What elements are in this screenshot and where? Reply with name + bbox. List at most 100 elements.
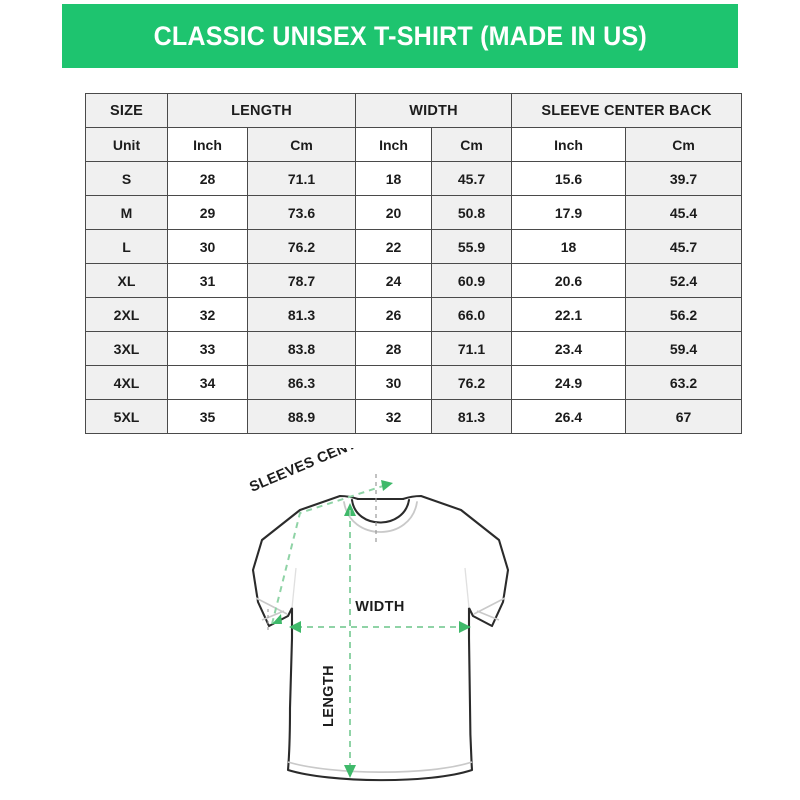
cell-size: 4XL: [85, 365, 168, 400]
left-shoulder-seam: [291, 567, 297, 609]
cell-width-cm: 66.0: [430, 297, 513, 332]
left-sleeve-hem-2: [255, 597, 288, 615]
right-sleeve-hem: [476, 610, 500, 621]
cell-size: S: [85, 161, 168, 196]
length-measure: LENGTH: [321, 510, 356, 778]
header-length: LENGTH: [167, 93, 356, 128]
size-table-body: S 28 71.1 18 45.7 15.6 39.7 M 29 73.6 20 50.8 17.9 45…: [85, 161, 743, 434]
cell-length-cm: 73.6: [247, 195, 356, 230]
left-sleeve-hem: [261, 610, 285, 621]
cell-width-cm: 71.1: [430, 331, 513, 366]
cell-width-inch: 26: [355, 297, 432, 332]
cell-sleeve-cm: 52.4: [625, 263, 743, 298]
cell-length-inch: 30: [167, 229, 248, 264]
cell-sleeve-inch: 18: [511, 229, 627, 264]
table-row: M 29 73.6 20 50.8 17.9 45.4: [85, 195, 743, 230]
page-title: CLASSIC UNISEX T-SHIRT (MADE IN US): [153, 20, 647, 51]
tshirt-outline: [251, 494, 510, 782]
size-table: SIZE LENGTH WIDTH SLEEVE CENTER BACK Uni…: [85, 93, 743, 434]
cell-width-inch: 20: [355, 195, 432, 230]
table-row: 5XL 35 88.9 32 81.3 26.4 67: [85, 399, 743, 434]
table-row: L 30 76.2 22 55.9 18 45.7: [85, 229, 743, 264]
cell-sleeve-inch: 23.4: [511, 331, 627, 366]
cell-size: XL: [85, 263, 168, 298]
unit-header-width-in: Inch: [355, 127, 432, 162]
sleeve-center-back-label: SLEEVES CENTER BACK: [247, 448, 421, 496]
bottom-hem-band: [287, 761, 473, 773]
cell-length-cm: 81.3: [247, 297, 356, 332]
cell-length-cm: 88.9: [247, 399, 356, 434]
width-measure: WIDTH: [289, 599, 471, 633]
cell-width-inch: 28: [355, 331, 432, 366]
cell-sleeve-inch: 15.6: [511, 161, 627, 196]
length-label: LENGTH: [321, 665, 337, 727]
cell-width-cm: 60.9: [430, 263, 513, 298]
unit-header-sleeve-in: Inch: [511, 127, 627, 162]
tshirt-diagram: SLEEVES CENTER BACK WIDTH LENGTH: [0, 448, 800, 800]
cell-sleeve-inch: 26.4: [511, 399, 627, 434]
cell-length-cm: 86.3: [247, 365, 356, 400]
cell-width-cm: 50.8: [430, 195, 513, 230]
table-row: 2XL 32 81.3 26 66.0 22.1 56.2: [85, 297, 743, 332]
right-sleeve-hem-2: [473, 597, 506, 615]
cell-sleeve-inch: 17.9: [511, 195, 627, 230]
unit-header-width-cm: Cm: [430, 127, 513, 162]
table-row: S 28 71.1 18 45.7 15.6 39.7: [85, 161, 743, 196]
unit-header-length-cm: Cm: [247, 127, 356, 162]
cell-sleeve-cm: 63.2: [625, 365, 743, 400]
cell-size: 2XL: [85, 297, 168, 332]
cell-width-inch: 18: [355, 161, 432, 196]
unit-header-unit: Unit: [85, 127, 168, 162]
cell-width-cm: 81.3: [430, 399, 513, 434]
cell-length-inch: 29: [167, 195, 248, 230]
cell-length-cm: 71.1: [247, 161, 356, 196]
header-banner: CLASSIC UNISEX T-SHIRT (MADE IN US): [62, 4, 738, 68]
size-table-container: SIZE LENGTH WIDTH SLEEVE CENTER BACK Uni…: [85, 93, 743, 434]
cell-width-inch: 32: [355, 399, 432, 434]
collar-neck-opening: [350, 498, 411, 524]
header-width: WIDTH: [354, 93, 513, 128]
unit-header-sleeve-cm: Cm: [625, 127, 743, 162]
cell-width-inch: 22: [355, 229, 432, 264]
cell-width-cm: 76.2: [430, 365, 513, 400]
cell-sleeve-cm: 67: [625, 399, 743, 434]
cell-length-inch: 34: [167, 365, 248, 400]
cell-sleeve-inch: 20.6: [511, 263, 627, 298]
cell-length-inch: 31: [167, 263, 248, 298]
header-size: SIZE: [85, 93, 168, 128]
cell-sleeve-cm: 45.4: [625, 195, 743, 230]
cell-sleeve-cm: 39.7: [625, 161, 743, 196]
cell-sleeve-cm: 56.2: [625, 297, 743, 332]
width-arrowhead-right: [459, 621, 471, 633]
table-unit-header-row: Unit Inch Cm Inch Cm Inch Cm: [85, 127, 743, 162]
sleeve-center-back-arrowhead-start: [272, 614, 282, 624]
cell-length-inch: 32: [167, 297, 248, 332]
table-row: 4XL 34 86.3 30 76.2 24.9 63.2: [85, 365, 743, 400]
cell-width-cm: 45.7: [430, 161, 513, 196]
cell-width-inch: 24: [355, 263, 432, 298]
cell-sleeve-inch: 24.9: [511, 365, 627, 400]
cell-length-cm: 76.2: [247, 229, 356, 264]
sleeve-center-back-arrowhead-end: [381, 480, 393, 491]
right-shoulder-seam: [464, 567, 470, 609]
cell-length-cm: 78.7: [247, 263, 356, 298]
cell-size: 5XL: [85, 399, 168, 434]
cell-length-cm: 83.8: [247, 331, 356, 366]
cell-size: 3XL: [85, 331, 168, 366]
width-arrowhead-left: [289, 621, 301, 633]
cell-length-inch: 28: [167, 161, 248, 196]
unit-header-length-in: Inch: [167, 127, 248, 162]
cell-size: M: [85, 195, 168, 230]
cell-sleeve-cm: 45.7: [625, 229, 743, 264]
cell-width-inch: 30: [355, 365, 432, 400]
cell-sleeve-cm: 59.4: [625, 331, 743, 366]
cell-length-inch: 33: [167, 331, 248, 366]
header-sleeve-center-back: SLEEVE CENTER BACK: [511, 93, 743, 128]
table-group-header-row: SIZE LENGTH WIDTH SLEEVE CENTER BACK: [85, 93, 743, 128]
width-label: WIDTH: [355, 599, 405, 615]
table-row: 3XL 33 83.8 28 71.1 23.4 59.4: [85, 331, 743, 366]
cell-width-cm: 55.9: [430, 229, 513, 264]
cell-sleeve-inch: 22.1: [511, 297, 627, 332]
cell-size: L: [85, 229, 168, 264]
